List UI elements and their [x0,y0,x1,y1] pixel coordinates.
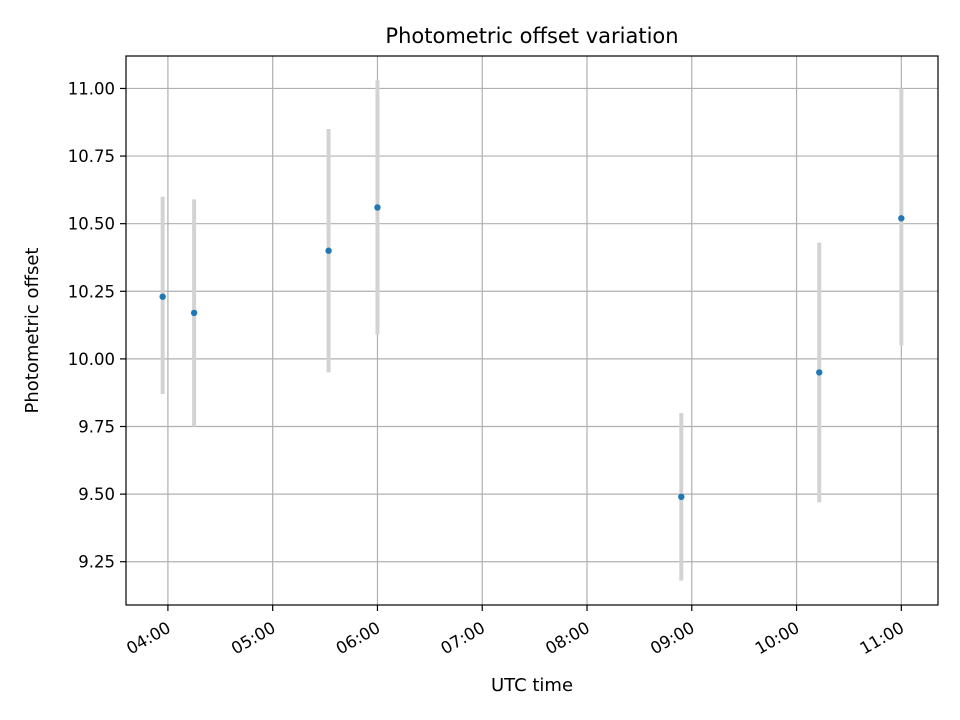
data-point [374,204,381,211]
plot-frame [125,55,939,606]
data-point [159,293,166,300]
y-tick-label: 9.75 [78,418,115,437]
y-tick-label: 10.50 [68,215,115,234]
y-axis-title: Photometric offset [22,248,43,414]
chart-title: Photometric offset variation [385,24,678,48]
data-point [325,247,332,254]
data-point [190,309,198,317]
x-tick-label: 11:00 [857,618,908,658]
error-bars [160,80,904,581]
x-tick-label: 10:00 [752,618,803,658]
data-points [159,204,905,501]
x-tick-label: 08:00 [542,618,593,658]
grid [126,56,938,605]
data-point [898,215,905,222]
x-axis-title: UTC time [491,675,573,696]
y-axis-ticks: 9.25 9.50 9.75 10.00 10.25 10.50 10.75 11.00 [68,79,126,572]
x-tick-label: 05:00 [228,618,279,658]
x-tick-label: 06:00 [333,618,384,658]
y-tick-label: 9.50 [78,485,115,504]
y-tick-label: 9.25 [78,553,115,572]
x-axis-ticks: 04:00 05:00 06:00 07:00 08:00 09:00 10:00 11:00 [123,605,907,658]
x-tick-label: 04:00 [123,618,174,658]
y-tick-label: 11.00 [68,79,115,98]
y-tick-label: 10.00 [68,350,115,369]
y-tick-label: 10.25 [68,282,115,301]
y-tick-label: 10.75 [68,147,115,166]
data-point [678,493,685,501]
data-point [816,369,823,376]
x-tick-label: 09:00 [647,618,698,658]
x-tick-label: 07:00 [438,618,489,658]
